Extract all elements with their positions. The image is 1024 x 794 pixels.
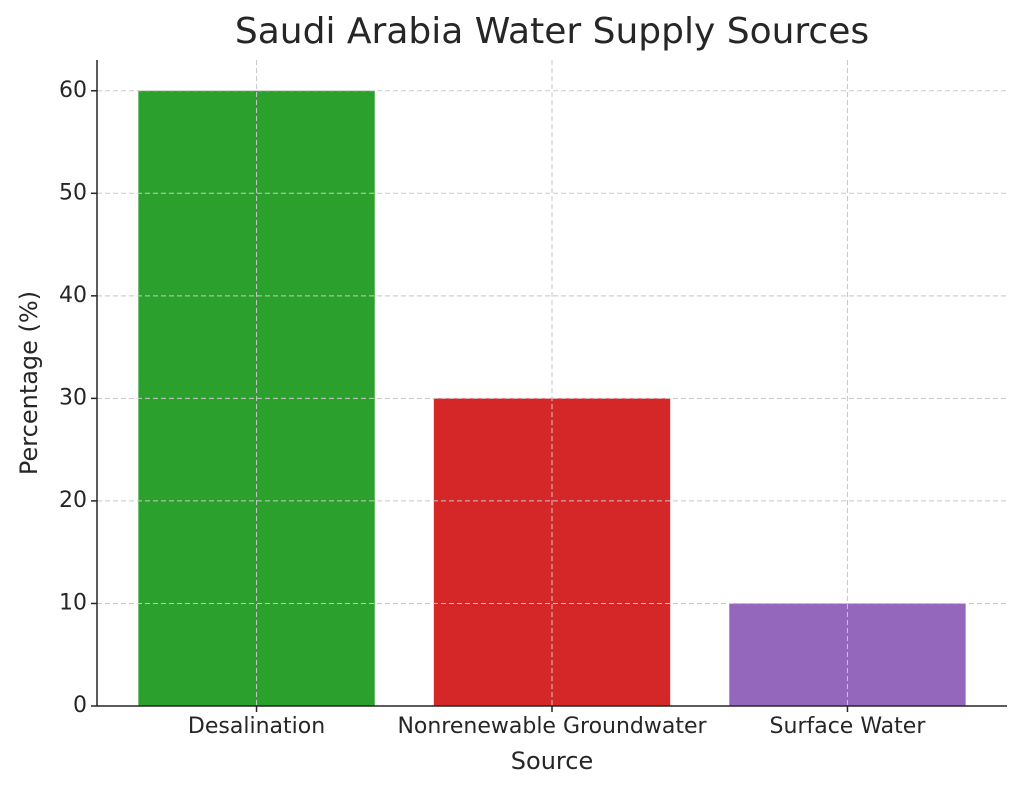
y-tick-label: 40 [59,283,87,308]
x-tick-label: Surface Water [770,714,927,739]
x-tick-label: Desalination [188,714,325,739]
y-tick-label: 60 [59,78,87,103]
y-tick-label: 50 [59,180,87,205]
y-tick-label: 0 [73,693,87,718]
y-axis-label: Percentage (%) [15,291,43,475]
x-tick-label: Nonrenewable Groundwater [397,714,707,739]
x-axis-label: Source [511,747,593,775]
y-tick-label: 30 [59,385,87,410]
y-tick-label: 10 [59,590,87,615]
chart-title: Saudi Arabia Water Supply Sources [235,11,869,52]
y-tick-label: 20 [59,488,87,513]
